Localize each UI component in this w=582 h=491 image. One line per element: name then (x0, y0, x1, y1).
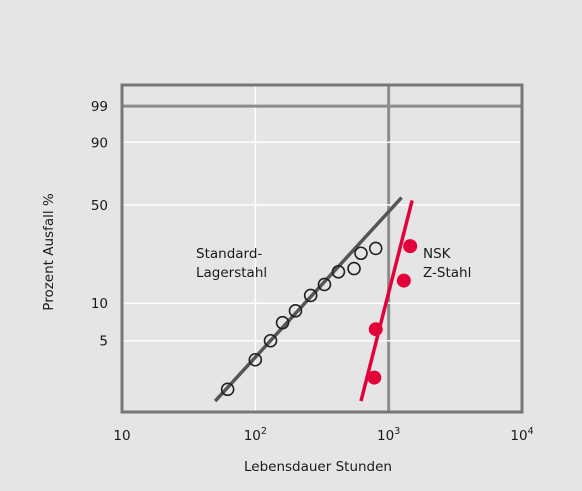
fit-lines (213, 196, 414, 403)
standard-data-point (317, 277, 332, 292)
nsk-data-point (368, 322, 383, 337)
nsk-data-point (403, 239, 418, 254)
series-labels: Standard- Lagerstahl NSK Z-Stahl (196, 246, 471, 281)
y-tick-label: 99 (91, 99, 108, 115)
nsk-series-label: NSK (423, 246, 452, 262)
data-points (220, 239, 418, 397)
y-tick-label: 10 (91, 296, 108, 312)
nsk-fit-line (359, 200, 414, 402)
y-axis-label: Prozent Ausfall % (41, 193, 57, 311)
x-tick-label: 102 (244, 426, 267, 444)
y-tick-label: 5 (99, 334, 108, 350)
standard-data-point (354, 246, 368, 261)
plot-frame (120, 83, 524, 414)
x-tick-label: 103 (377, 426, 400, 444)
standard-data-point (303, 288, 318, 303)
x-axis-label: Lebensdauer Stunden (244, 459, 392, 475)
standard-data-point (331, 264, 346, 279)
standard-series-label: Standard- (196, 246, 262, 262)
standard-data-point (288, 304, 303, 318)
y-tick-labels: 99 90 50 10 5 (91, 99, 108, 350)
x-tick-labels: 10 102 103 104 (113, 426, 533, 444)
standard-data-point (263, 333, 278, 348)
standard-data-point (347, 261, 361, 276)
plot-grid (122, 85, 522, 412)
standard-series-label: Lagerstahl (196, 265, 267, 281)
standard-data-point (220, 382, 235, 397)
x-tick-label: 10 (113, 428, 130, 444)
standard-data-point (368, 241, 383, 256)
nsk-data-point (396, 273, 411, 288)
standard-fit-line (213, 196, 403, 403)
standard-data-point (275, 315, 290, 330)
standard-data-point (248, 352, 263, 367)
y-tick-label: 90 (91, 135, 108, 151)
nsk-series-label: Z-Stahl (423, 265, 471, 281)
nsk-data-point (367, 370, 382, 385)
x-tick-label: 104 (510, 426, 533, 444)
y-tick-label: 50 (91, 198, 108, 214)
